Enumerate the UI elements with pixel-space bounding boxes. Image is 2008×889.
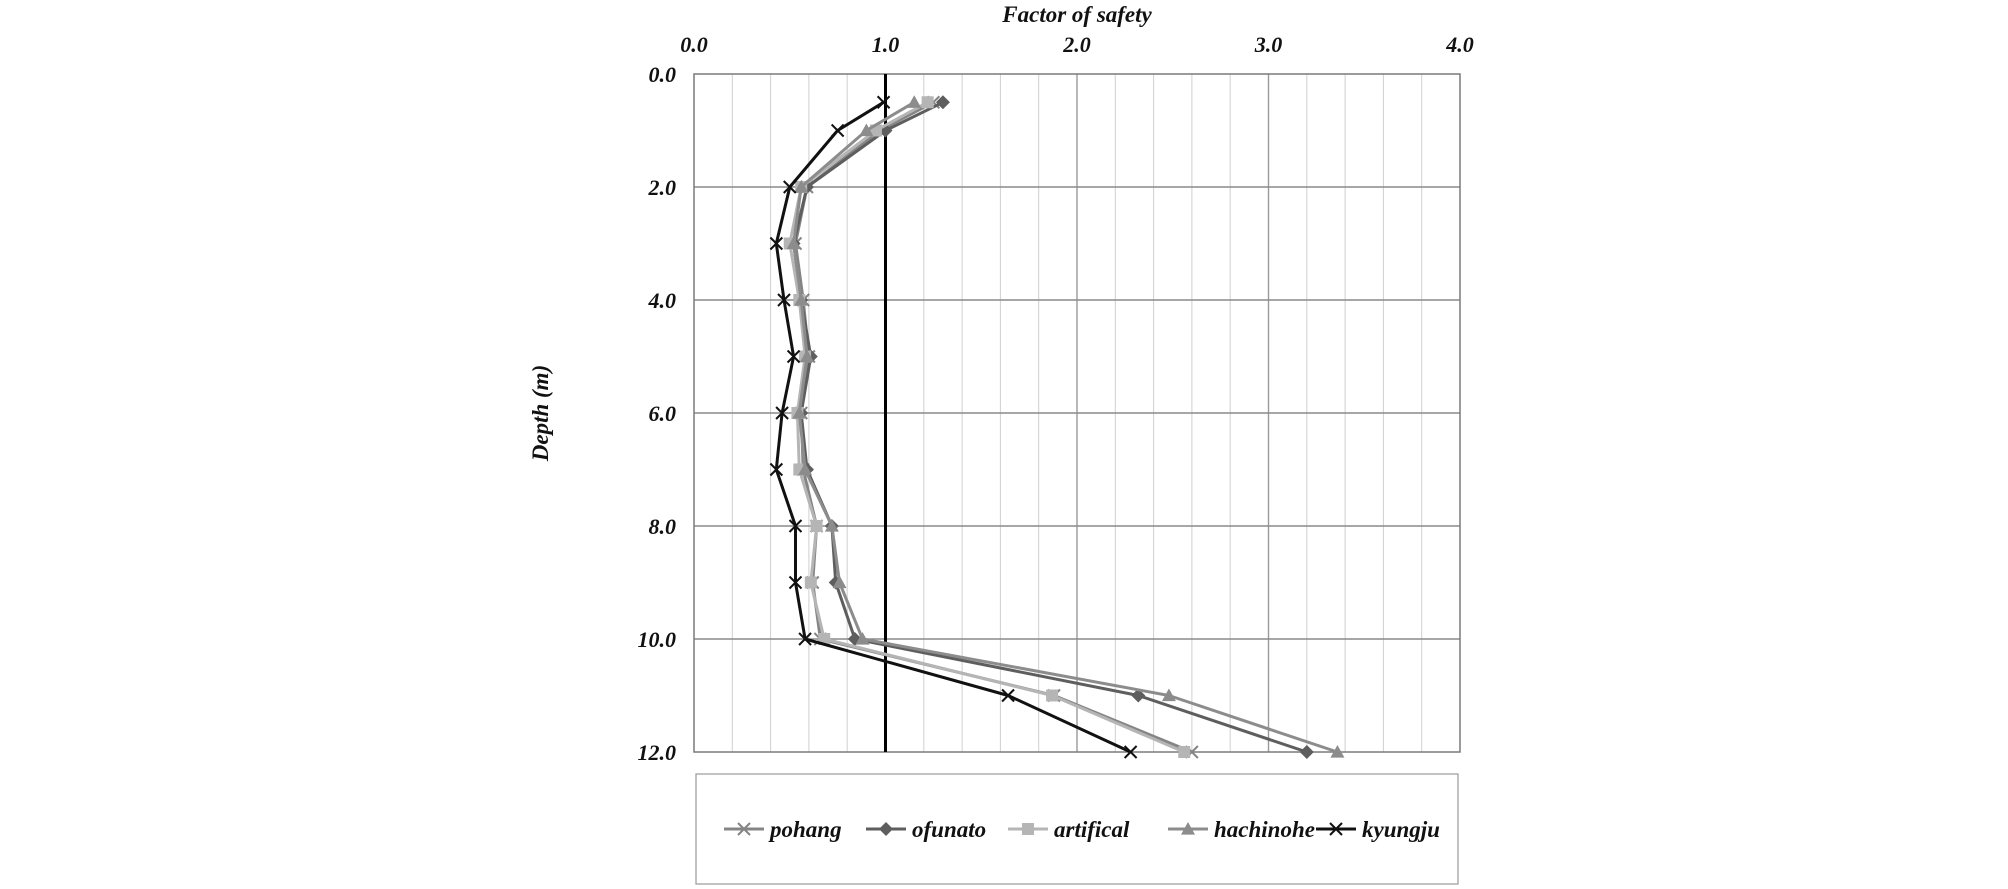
data-point-hachinohe xyxy=(794,180,809,193)
x-tick-label: 2.0 xyxy=(1062,32,1091,57)
data-point-hachinohe xyxy=(799,349,814,363)
data-point-kyungju xyxy=(769,236,784,251)
x-tick-label: 1.0 xyxy=(872,32,900,57)
legend-marker xyxy=(1181,822,1195,835)
legend-item-kyungju: kyungju xyxy=(1316,817,1440,842)
series-artifical xyxy=(783,96,1191,758)
y-tick-label: 2.0 xyxy=(648,175,677,200)
data-point-kyungju xyxy=(783,180,797,194)
data-point-hachinohe xyxy=(907,95,922,108)
x-tick-label: 3.0 xyxy=(1254,32,1283,57)
data-point-kyungju xyxy=(1001,688,1015,703)
data-point-ofunato xyxy=(935,95,950,110)
data-point-artifical xyxy=(1178,746,1191,758)
data-point-kyungju xyxy=(876,95,891,109)
data-point-hachinohe xyxy=(832,575,847,589)
series-line-hachinohe xyxy=(792,101,1338,754)
y-tick-label: 4.0 xyxy=(648,288,677,313)
data-point-kyungju xyxy=(1123,745,1138,759)
data-point-artifical xyxy=(1046,689,1059,702)
legend-marker xyxy=(879,822,893,836)
data-point-kyungju xyxy=(777,293,791,307)
data-point-kyungju xyxy=(786,349,801,364)
legend-marker xyxy=(1329,822,1343,836)
data-point-hachinohe xyxy=(792,406,807,419)
data-point-kyungju xyxy=(769,462,784,477)
series-line-artifical xyxy=(788,100,1185,754)
series-pohang xyxy=(788,95,1199,759)
y-axis-title: Depth (m) xyxy=(528,365,553,462)
legend-label: pohang xyxy=(768,817,842,842)
series-ofunato xyxy=(786,95,1314,759)
legend-item-pohang: pohang xyxy=(724,817,842,842)
data-point-hachinohe xyxy=(859,123,874,137)
data-point-hachinohe xyxy=(855,632,870,645)
series-line-pohang xyxy=(794,100,1193,754)
data-point-hachinohe xyxy=(1330,745,1345,758)
x-tick-label: 4.0 xyxy=(1445,32,1474,57)
legend: pohang ofunato artifical hachinohe kyungju xyxy=(695,773,1459,885)
data-point-ofunato xyxy=(1299,745,1314,759)
data-point-kyungju xyxy=(830,123,845,138)
legend-marker xyxy=(1022,823,1034,835)
data-point-artifical xyxy=(810,520,823,532)
legend-marker xyxy=(737,822,751,836)
data-point-hachinohe xyxy=(824,519,839,532)
legend-item-ofunato: ofunato xyxy=(866,817,986,842)
legend-item-artifical: artifical xyxy=(1008,817,1130,842)
data-point-artifical xyxy=(804,576,817,589)
legend-label: kyungju xyxy=(1362,817,1440,842)
data-point-hachinohe xyxy=(786,236,801,250)
legend-label: hachinohe xyxy=(1214,817,1315,842)
data-point-kyungju xyxy=(788,519,803,533)
legend-label: ofunato xyxy=(912,817,986,842)
data-point-hachinohe xyxy=(798,462,813,476)
plot-area-frame xyxy=(693,73,1461,753)
data-point-kyungju xyxy=(788,575,803,590)
y-tick-label: 6.0 xyxy=(649,401,677,426)
x-axis-title: Factor of safety xyxy=(1001,2,1152,27)
data-point-hachinohe xyxy=(1161,688,1176,702)
y-tick-label: 0.0 xyxy=(649,62,677,87)
grid xyxy=(694,74,1460,752)
y-tick-label: 8.0 xyxy=(649,514,677,539)
series-kyungju xyxy=(769,95,1138,759)
y-tick-label: 12.0 xyxy=(638,740,677,765)
data-point-artifical xyxy=(921,96,934,109)
y-tick-label: 10.0 xyxy=(638,627,677,652)
series-hachinohe xyxy=(786,95,1345,758)
data-point-kyungju xyxy=(775,406,789,420)
legend-label: artifical xyxy=(1054,817,1130,842)
legend-item-hachinohe: hachinohe xyxy=(1168,817,1315,842)
x-tick-label: 0.0 xyxy=(680,32,708,57)
tick-labels: 0.0 1.0 2.0 3.0 4.0 0.0 2.0 4.0 6.0 8.0 10.0 12.0 xyxy=(638,32,1474,765)
series-group xyxy=(769,95,1345,759)
data-point-hachinohe xyxy=(794,293,809,306)
data-point-kyungju xyxy=(798,632,812,646)
